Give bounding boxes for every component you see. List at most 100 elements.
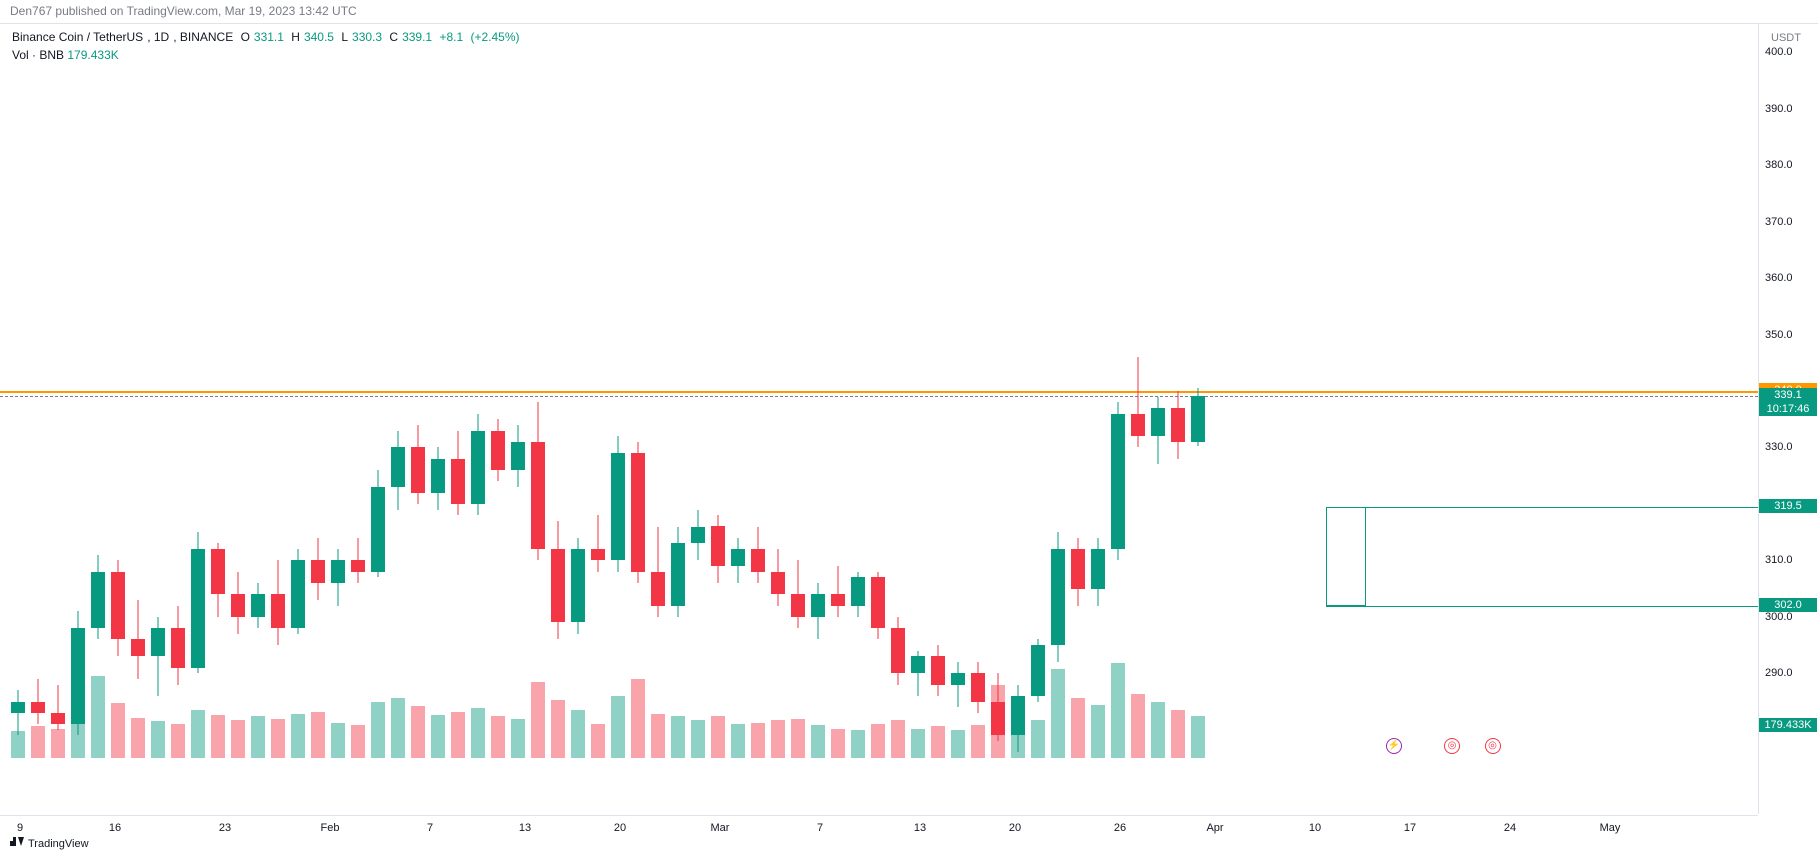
candle — [91, 555, 105, 640]
event-icon[interactable]: ◎ — [1485, 738, 1501, 754]
candle — [791, 560, 805, 628]
y-tick-label: 290.0 — [1765, 667, 1793, 679]
volume-bar — [831, 729, 845, 758]
y-tick-label: 400.0 — [1765, 46, 1793, 58]
candle — [1151, 397, 1165, 465]
volume-bar — [911, 729, 925, 758]
volume-bar — [631, 679, 645, 758]
footer-text: TradingView — [28, 838, 89, 850]
candle — [11, 690, 25, 735]
candle — [231, 572, 245, 634]
candle — [411, 425, 425, 504]
candle — [911, 651, 925, 696]
price-tag: 339.1 — [1759, 388, 1817, 402]
candle — [111, 560, 125, 656]
volume-bar — [131, 718, 145, 758]
publish-timestamp: Mar 19, 2023 13:42 UTC — [225, 4, 357, 18]
candle — [271, 560, 285, 645]
volume-bar — [171, 724, 185, 758]
chart-plot[interactable]: ⚡ ◎ ◎ — [0, 24, 1758, 814]
volume-bar — [1091, 705, 1105, 758]
candle — [611, 436, 625, 572]
volume-bar — [1171, 710, 1185, 758]
volume-bar — [931, 726, 945, 758]
footer-brand: TradingView — [10, 837, 89, 851]
x-tick-label: 24 — [1504, 822, 1516, 834]
volume-bar — [651, 714, 665, 758]
horizontal-line[interactable] — [0, 391, 1758, 393]
candle — [631, 442, 645, 583]
candle — [1051, 532, 1065, 662]
candle — [1091, 538, 1105, 606]
candle — [891, 617, 905, 685]
volume-bar — [571, 710, 585, 758]
volume-bar — [191, 710, 205, 758]
event-icon[interactable]: ⚡ — [1386, 738, 1402, 754]
volume-bar — [351, 725, 365, 758]
candle — [691, 510, 705, 561]
volume-bar — [391, 698, 405, 758]
candle — [811, 583, 825, 639]
volume-bar — [1051, 669, 1065, 758]
candle — [871, 572, 885, 640]
candle — [971, 662, 985, 713]
x-tick-label: 9 — [17, 822, 23, 834]
price-tag: 302.0 — [1759, 598, 1817, 612]
y-axis-unit: USDT — [1771, 32, 1801, 44]
volume-bar — [611, 696, 625, 758]
volume-bar — [91, 676, 105, 759]
volume-bar — [711, 716, 725, 758]
candle — [431, 447, 445, 509]
x-tick-label: 16 — [109, 822, 121, 834]
volume-bar — [1131, 694, 1145, 758]
candle — [491, 419, 505, 481]
y-tick-label: 330.0 — [1765, 441, 1793, 453]
horizontal-line[interactable] — [1326, 507, 1758, 508]
candle — [191, 532, 205, 673]
candle — [151, 617, 165, 696]
volume-bar — [791, 719, 805, 758]
countdown-tag: 10:17:46 — [1759, 402, 1817, 416]
candle — [831, 566, 845, 617]
volume-bar — [251, 716, 265, 758]
price-tag: 319.5 — [1759, 499, 1817, 513]
volume-bar — [1071, 698, 1085, 758]
horizontal-line[interactable] — [1326, 606, 1758, 607]
volume-bar — [1031, 720, 1045, 758]
candle — [311, 538, 325, 600]
x-tick-label: 7 — [427, 822, 433, 834]
y-axis[interactable]: USDT 400.0390.0380.0370.0360.0350.0340.0… — [1758, 24, 1818, 814]
candle — [371, 470, 385, 577]
candle — [391, 431, 405, 510]
volume-bar — [491, 716, 505, 758]
volume-bar — [371, 702, 385, 758]
y-tick-label: 360.0 — [1765, 272, 1793, 284]
candle — [571, 538, 585, 634]
volume-tag: 179.433K — [1759, 718, 1817, 732]
candle — [771, 549, 785, 605]
price-zone[interactable] — [1326, 507, 1366, 606]
candle — [471, 414, 485, 516]
volume-bar — [691, 720, 705, 758]
candle — [451, 431, 465, 516]
volume-bar — [951, 730, 965, 758]
candle — [251, 583, 265, 628]
volume-bar — [231, 720, 245, 758]
volume-bar — [311, 712, 325, 758]
published-on: published on TradingView.com, — [55, 4, 221, 18]
volume-bar — [51, 729, 65, 758]
candle — [71, 611, 85, 735]
candle — [1071, 538, 1085, 606]
publisher: Den767 — [10, 4, 52, 18]
y-tick-label: 380.0 — [1765, 159, 1793, 171]
x-tick-label: Apr — [1206, 822, 1223, 834]
x-tick-label: 7 — [817, 822, 823, 834]
tradingview-logo-icon — [10, 837, 24, 851]
event-icon[interactable]: ◎ — [1444, 738, 1460, 754]
candle — [51, 685, 65, 730]
x-axis[interactable]: 91623Feb71320Mar7132026Apr101724May — [0, 815, 1758, 855]
y-tick-label: 390.0 — [1765, 103, 1793, 115]
y-tick-label: 370.0 — [1765, 216, 1793, 228]
volume-bar — [271, 719, 285, 758]
volume-bar — [751, 723, 765, 758]
